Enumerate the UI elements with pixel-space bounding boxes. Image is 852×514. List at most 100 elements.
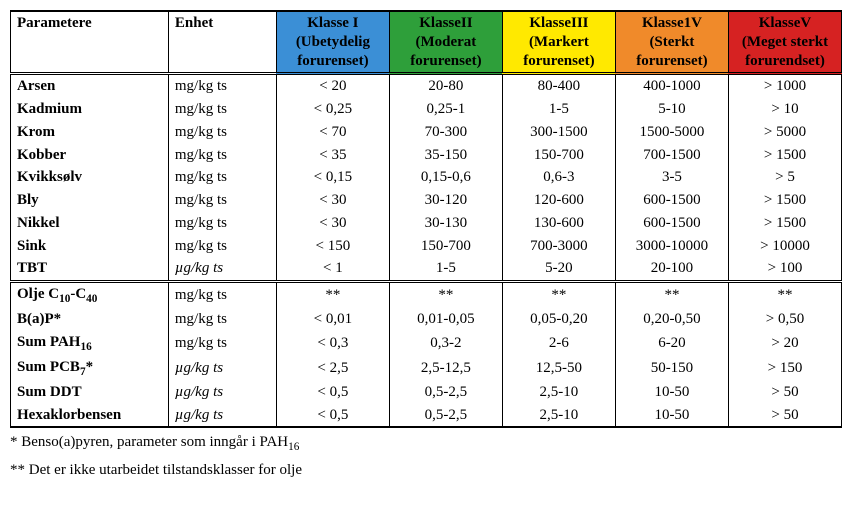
- value-cell: < 20: [276, 74, 389, 98]
- unit-cell: mg/kg ts: [168, 166, 276, 189]
- value-cell: 0,5-2,5: [389, 381, 502, 404]
- value-cell: < 70: [276, 121, 389, 144]
- table-row: Kadmiummg/kg ts< 0,250,25-11-55-10> 10: [11, 98, 842, 121]
- value-cell: 600-1500: [615, 189, 728, 212]
- value-cell: **: [276, 282, 389, 309]
- footnote-2: ** Det er ikke utarbeidet tilstandsklass…: [10, 460, 842, 481]
- table-row: TBTµg/kg ts< 11-55-2020-100> 100: [11, 257, 842, 281]
- value-cell: 35-150: [389, 144, 502, 167]
- value-cell: 1500-5000: [615, 121, 728, 144]
- footnote-1: * Benso(a)pyren, parameter som inngår i …: [10, 432, 842, 456]
- class-title: KlasseII: [419, 15, 472, 31]
- unit-cell: µg/kg ts: [168, 356, 276, 381]
- table-row: Blymg/kg ts< 3030-120120-600600-1500> 15…: [11, 189, 842, 212]
- unit-cell: µg/kg ts: [168, 381, 276, 404]
- class-desc: (Ubetydelig forurenset): [296, 34, 370, 69]
- value-cell: < 1: [276, 257, 389, 281]
- value-cell: 0,01-0,05: [389, 308, 502, 331]
- param-name: Bly: [11, 189, 169, 212]
- unit-cell: mg/kg ts: [168, 308, 276, 331]
- value-cell: 1-5: [502, 98, 615, 121]
- value-cell: **: [615, 282, 728, 309]
- table-head: Parametere Enhet Klasse I (Ubetydelig fo…: [11, 11, 842, 74]
- value-cell: 6-20: [615, 331, 728, 356]
- value-cell: 70-300: [389, 121, 502, 144]
- class-title: Klasse I: [307, 15, 358, 31]
- value-cell: 300-1500: [502, 121, 615, 144]
- value-cell: < 0,5: [276, 381, 389, 404]
- unit-cell: mg/kg ts: [168, 235, 276, 258]
- param-name: Sum PCB7*: [11, 356, 169, 381]
- value-cell: 5-10: [615, 98, 728, 121]
- class-desc: (Meget sterkt forurendset): [742, 34, 828, 69]
- footnote-1-text: * Benso(a)pyren, parameter som inngår i …: [10, 434, 288, 450]
- value-cell: > 1500: [728, 212, 841, 235]
- value-cell: > 1500: [728, 144, 841, 167]
- value-cell: < 150: [276, 235, 389, 258]
- classification-table: Parametere Enhet Klasse I (Ubetydelig fo…: [10, 10, 842, 428]
- value-cell: 150-700: [389, 235, 502, 258]
- value-cell: 20-80: [389, 74, 502, 98]
- param-name: TBT: [11, 257, 169, 281]
- value-cell: > 150: [728, 356, 841, 381]
- value-cell: 2,5-10: [502, 404, 615, 428]
- value-cell: < 30: [276, 189, 389, 212]
- param-name: Krom: [11, 121, 169, 144]
- value-cell: > 10000: [728, 235, 841, 258]
- class-title: KlasseV: [759, 15, 812, 31]
- value-cell: 400-1000: [615, 74, 728, 98]
- class-desc: (Markert forurenset): [523, 34, 594, 69]
- param-name: Nikkel: [11, 212, 169, 235]
- param-name: Hexaklorbensen: [11, 404, 169, 428]
- table-body-metals: Arsenmg/kg ts< 2020-8080-400400-1000> 10…: [11, 74, 842, 282]
- table-row: Kvikksølvmg/kg ts< 0,150,15-0,60,6-33-5>…: [11, 166, 842, 189]
- param-name: Arsen: [11, 74, 169, 98]
- header-class-1: Klasse I (Ubetydelig forurenset): [276, 11, 389, 74]
- value-cell: 700-3000: [502, 235, 615, 258]
- table-row: Arsenmg/kg ts< 2020-8080-400400-1000> 10…: [11, 74, 842, 98]
- value-cell: < 2,5: [276, 356, 389, 381]
- value-cell: 0,05-0,20: [502, 308, 615, 331]
- value-cell: **: [502, 282, 615, 309]
- class-title: KlasseIII: [529, 15, 588, 31]
- value-cell: **: [389, 282, 502, 309]
- param-name: B(a)P*: [11, 308, 169, 331]
- unit-cell: mg/kg ts: [168, 331, 276, 356]
- unit-cell: µg/kg ts: [168, 257, 276, 281]
- table-row: Olje C10-C40mg/kg ts**********: [11, 282, 842, 309]
- value-cell: 3000-10000: [615, 235, 728, 258]
- value-cell: > 50: [728, 404, 841, 428]
- value-cell: 0,5-2,5: [389, 404, 502, 428]
- value-cell: > 1000: [728, 74, 841, 98]
- value-cell: 0,25-1: [389, 98, 502, 121]
- value-cell: > 20: [728, 331, 841, 356]
- value-cell: 2-6: [502, 331, 615, 356]
- value-cell: 150-700: [502, 144, 615, 167]
- value-cell: 700-1500: [615, 144, 728, 167]
- value-cell: 30-120: [389, 189, 502, 212]
- header-class-3: KlasseIII (Markert forurenset): [502, 11, 615, 74]
- value-cell: 80-400: [502, 74, 615, 98]
- class-desc: (Sterkt forurenset): [636, 34, 707, 69]
- param-name: Sum DDT: [11, 381, 169, 404]
- table-row: Sum DDTµg/kg ts< 0,50,5-2,52,5-1010-50> …: [11, 381, 842, 404]
- unit-cell: mg/kg ts: [168, 212, 276, 235]
- unit-cell: mg/kg ts: [168, 121, 276, 144]
- value-cell: < 30: [276, 212, 389, 235]
- value-cell: < 35: [276, 144, 389, 167]
- param-name: Kobber: [11, 144, 169, 167]
- value-cell: 0,6-3: [502, 166, 615, 189]
- value-cell: < 0,3: [276, 331, 389, 356]
- value-cell: < 0,25: [276, 98, 389, 121]
- table-row: Sinkmg/kg ts< 150150-700700-30003000-100…: [11, 235, 842, 258]
- value-cell: 0,3-2: [389, 331, 502, 356]
- value-cell: 130-600: [502, 212, 615, 235]
- table-row: Hexaklorbensenµg/kg ts< 0,50,5-2,52,5-10…: [11, 404, 842, 428]
- value-cell: > 5: [728, 166, 841, 189]
- unit-cell: mg/kg ts: [168, 74, 276, 98]
- param-name: Olje C10-C40: [11, 282, 169, 309]
- header-unit: Enhet: [168, 11, 276, 74]
- value-cell: > 0,50: [728, 308, 841, 331]
- param-name: Sink: [11, 235, 169, 258]
- unit-cell: mg/kg ts: [168, 98, 276, 121]
